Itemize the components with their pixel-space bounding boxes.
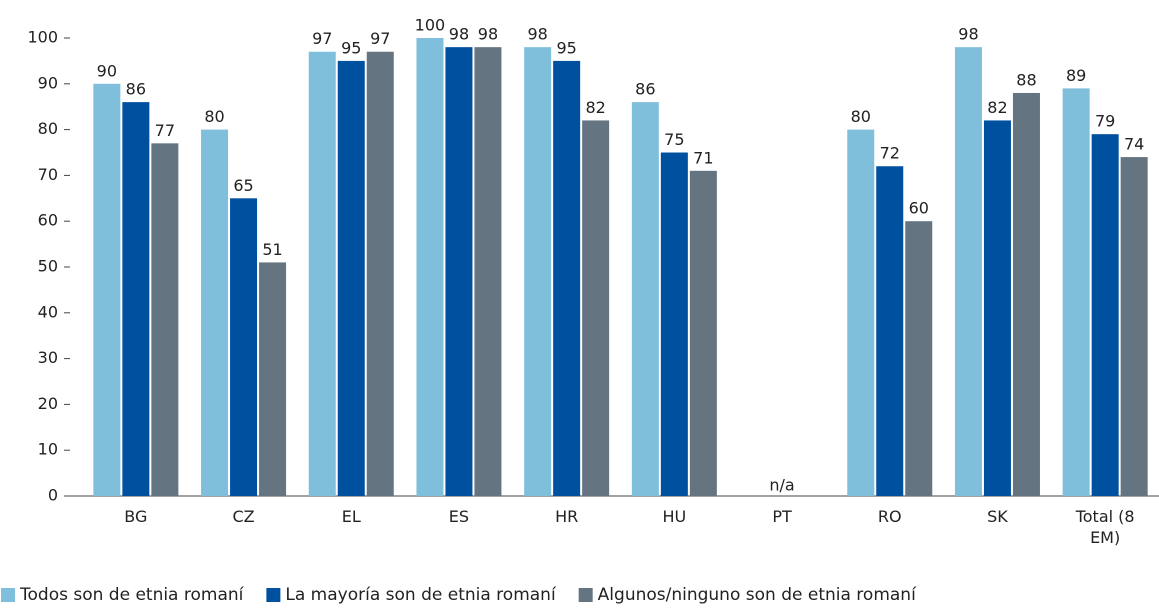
bar	[1120, 157, 1148, 496]
bar	[660, 152, 688, 496]
y-tick-label: 50	[38, 257, 58, 276]
bar	[553, 60, 581, 497]
data-label: 95	[341, 38, 361, 57]
legend-swatch	[1, 588, 15, 602]
data-label: 95	[556, 38, 576, 57]
x-tick-label: ES	[448, 507, 470, 526]
bar	[631, 102, 659, 497]
data-label: 98	[449, 25, 469, 44]
data-label: 88	[1016, 70, 1036, 89]
bar	[1012, 92, 1040, 497]
annotation: n/a	[769, 476, 794, 495]
y-tick-label: 60	[38, 211, 58, 230]
y-tick-label: 90	[38, 73, 58, 92]
y-tick-label: 10	[38, 440, 58, 459]
data-label: 86	[635, 80, 655, 99]
y-tick-label: 40	[38, 302, 58, 321]
bar	[151, 143, 179, 496]
data-label: 80	[204, 107, 224, 126]
data-label: 74	[1124, 135, 1144, 154]
legend-swatch	[578, 588, 593, 602]
data-label: 82	[987, 98, 1007, 117]
data-label: 89	[1066, 66, 1086, 85]
legend-label: Algunos/ninguno son de etnia romaní	[598, 585, 917, 605]
data-label: 65	[233, 176, 253, 195]
data-label: 60	[909, 199, 929, 218]
data-label: 75	[664, 130, 684, 149]
x-tick-label: CZ	[232, 507, 255, 526]
bar	[201, 129, 229, 496]
x-tick-label: HU	[662, 507, 687, 526]
data-label: 82	[585, 98, 605, 117]
data-label: 97	[312, 29, 332, 48]
legend-swatch	[266, 588, 281, 602]
y-tick-label: 80	[38, 119, 58, 138]
legend-label: La mayoría son de etnia romaní	[285, 585, 557, 605]
data-label: 51	[262, 240, 282, 259]
data-label: 72	[880, 144, 900, 163]
data-label: 97	[370, 29, 390, 48]
legend-label: Todos son de etnia romaní	[19, 585, 245, 605]
data-label: 86	[126, 80, 146, 99]
bar	[445, 47, 473, 496]
data-label: 79	[1095, 112, 1115, 131]
bar	[582, 120, 610, 496]
y-tick-label: 0	[48, 486, 58, 505]
bar	[416, 38, 444, 496]
bar	[474, 47, 502, 496]
x-tick-label: BG	[124, 507, 148, 526]
bar	[1091, 134, 1119, 496]
y-tick-label: 100	[27, 28, 58, 47]
data-label: 77	[155, 121, 175, 140]
bar	[366, 51, 394, 497]
y-tick-label: 30	[38, 348, 58, 367]
bar	[983, 120, 1011, 496]
data-label: 71	[693, 148, 713, 167]
x-tick-label: RO	[877, 507, 902, 526]
data-label: 80	[851, 107, 871, 126]
bar	[122, 102, 150, 497]
bar	[308, 51, 336, 497]
bar	[1062, 88, 1090, 496]
data-label: 98	[527, 25, 547, 44]
x-tick-label: HR	[555, 507, 579, 526]
bar	[954, 47, 982, 496]
bar	[524, 47, 552, 496]
bar	[337, 60, 365, 497]
data-label: 98	[478, 25, 498, 44]
data-label: 98	[958, 25, 978, 44]
bar	[905, 221, 933, 496]
bar	[689, 170, 717, 496]
x-tick-label: PT	[772, 507, 792, 526]
data-label: 90	[97, 61, 117, 80]
x-tick-label: Total (8 EM)	[1075, 507, 1135, 547]
y-tick-label: 70	[38, 165, 58, 184]
bar	[93, 83, 121, 497]
x-tick-label: SK	[987, 507, 1008, 526]
bar	[259, 262, 287, 496]
x-tick-label: EL	[341, 507, 361, 526]
bar	[876, 166, 904, 497]
bar	[847, 129, 875, 496]
y-tick-label: 20	[38, 394, 58, 413]
bar	[230, 198, 258, 497]
data-label: 100	[415, 16, 446, 35]
